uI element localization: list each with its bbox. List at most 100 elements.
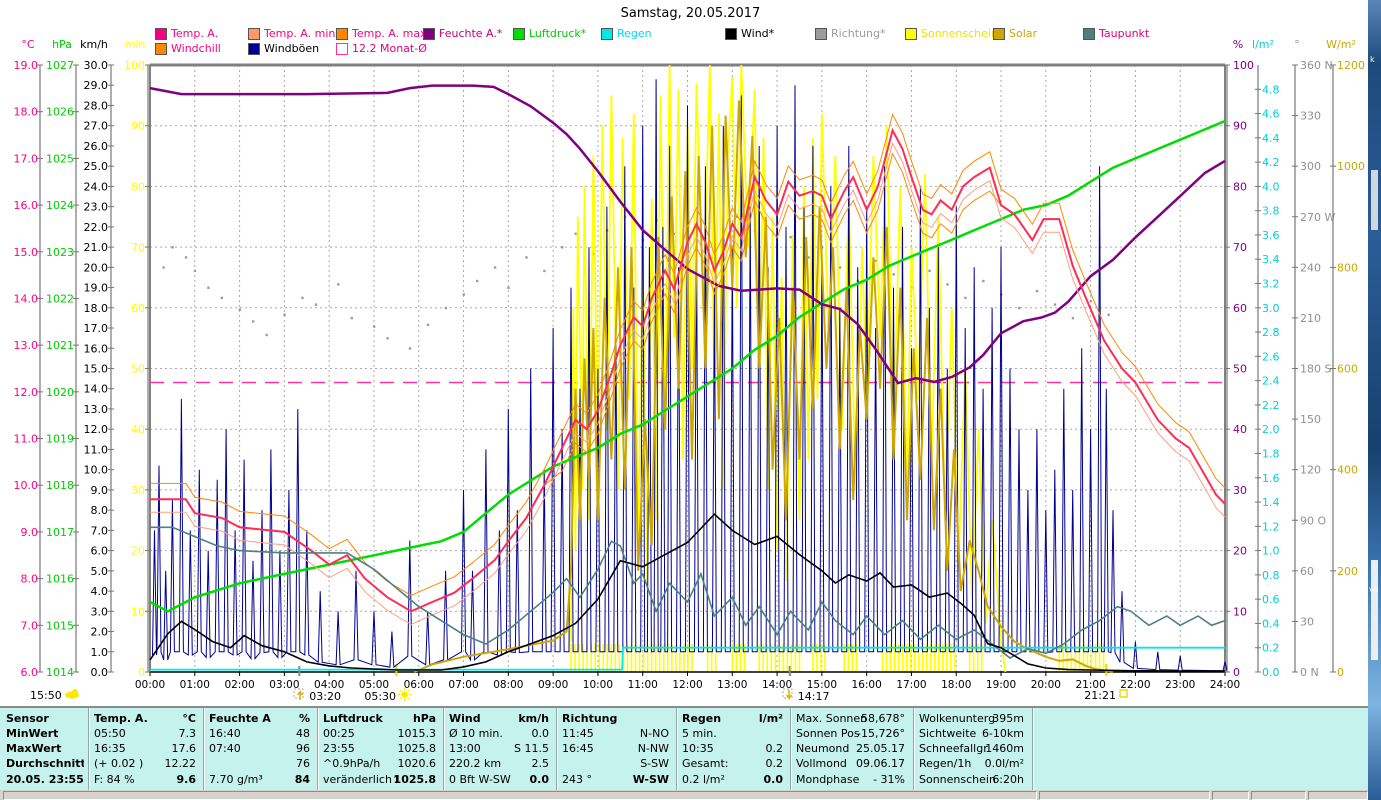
- x-tick-label: 11:00: [628, 679, 658, 691]
- legend-swatch-icon: [1083, 27, 1095, 40]
- x-tick-label: 15:00: [807, 679, 837, 691]
- desktop-text-fragment: va: [1369, 585, 1379, 594]
- series-richtung-dot: [493, 266, 497, 269]
- kmh-axis-tick-label: 7.0: [91, 524, 109, 537]
- legend-item-wind[interactable]: Wind*: [725, 27, 774, 40]
- table-separator: [203, 708, 205, 792]
- liter-axis-tick-label: 4.0: [1262, 180, 1280, 193]
- table-cell-value: S 11.5: [514, 742, 549, 755]
- legend-item-sonnenschein[interactable]: Sonnenschein: [905, 27, 998, 40]
- wm2-axis-tick-label: 1000: [1337, 160, 1365, 173]
- legend-item-temp-a-max[interactable]: Temp. A. max: [336, 27, 427, 40]
- x-tick-label: 24:00: [1210, 679, 1240, 691]
- celsius-axis-tick-label: 19.0: [14, 59, 39, 72]
- celsius-axis-tick-label: 8.0: [21, 573, 39, 586]
- scrollbar-fragment[interactable]: [1371, 560, 1378, 660]
- table-astro-value: 25.05.17: [856, 742, 905, 755]
- legend-item-12-2-monat[interactable]: 12.2 Monat-Ø: [336, 42, 427, 55]
- liter-axis-tick-label: 0.0: [1262, 666, 1280, 679]
- percent-axis-tick-label: 80: [1233, 180, 1247, 193]
- hpa-axis-tick-label: 1021: [46, 339, 74, 352]
- legend-item-temp-a[interactable]: Temp. A.: [155, 27, 218, 40]
- min-axis-tick-label: 80: [131, 180, 145, 193]
- kmh-axis-tick-label: 24.0: [84, 180, 109, 193]
- series-richtung-dot: [408, 347, 412, 350]
- series-richtung-dot: [1107, 313, 1110, 316]
- degree-axis-tick-label: 300: [1300, 160, 1321, 173]
- legend-item-luftdruck[interactable]: Luftdruck*: [513, 27, 586, 40]
- x-tick-label: 18:00: [941, 679, 971, 691]
- series-richtung-dot: [525, 256, 528, 259]
- x-tick-label: 03:00: [269, 679, 299, 691]
- degree-axis-tick-label: 30: [1300, 615, 1314, 628]
- series-richtung-dot: [507, 286, 510, 289]
- col-unit: %: [298, 712, 310, 725]
- table-cell-value: 0.0: [763, 773, 784, 786]
- series-richtung-dot: [426, 323, 430, 327]
- table-info-value: 6-10km: [981, 727, 1024, 740]
- kmh-axis-tick-label: 23.0: [84, 201, 109, 214]
- x-tick-label: 22:00: [1120, 679, 1150, 691]
- series-richtung-dot: [838, 266, 842, 269]
- table-astro-label: Mondphase: [796, 773, 860, 786]
- table-cell-value: N-NW: [637, 742, 669, 755]
- liter-axis-tick-label: 1.0: [1262, 545, 1280, 558]
- legend-label: Feuchte A.*: [439, 27, 503, 40]
- celsius-axis-tick-label: 12.0: [14, 386, 39, 399]
- percent-axis-tick-label: 40: [1233, 423, 1247, 436]
- liter-axis-tick-label: 0.8: [1262, 569, 1280, 582]
- kmh-axis-tick-label: 3.0: [91, 605, 109, 618]
- table-astro-label: Max. Sonnen: [796, 712, 868, 725]
- page-title: Samstag, 20.05.2017: [620, 6, 761, 21]
- kmh-axis-tick-label: 22.0: [84, 221, 109, 234]
- sunrise-time: 05:30: [364, 688, 412, 704]
- series-richtung-dot: [265, 333, 268, 337]
- x-tick-label: 07:00: [448, 679, 478, 691]
- legend-item-richtung[interactable]: Richtung*: [815, 27, 885, 40]
- hpa-axis-tick-label: 1020: [46, 386, 74, 399]
- kmh-axis-tick-label: 14.0: [84, 383, 109, 396]
- table-info-value: 1460m: [985, 742, 1024, 755]
- series-richtung-dot: [928, 269, 931, 273]
- liter-axis-tick-label: 4.8: [1262, 83, 1280, 96]
- series-richtung-dot: [372, 325, 376, 328]
- legend-item-regen[interactable]: Regen: [601, 27, 652, 40]
- kmh-axis-tick-label: 30.0: [84, 59, 109, 72]
- table-astro-label: Neumond: [796, 742, 850, 755]
- legend-item-windchill[interactable]: Windchill: [155, 42, 221, 55]
- desktop-text-fragment: k: [1370, 55, 1375, 64]
- series-solar: [413, 100, 1114, 673]
- legend-swatch-icon: [601, 27, 613, 40]
- x-tick-label: 01:00: [180, 679, 210, 691]
- scrollbar-fragment[interactable]: [1371, 170, 1378, 230]
- x-tick-label: 05:00: [359, 679, 389, 691]
- series-richtung-dot: [1017, 306, 1021, 310]
- legend-item-temp-a-min[interactable]: Temp. A. min: [248, 27, 335, 40]
- celsius-axis-tick-label: 18.0: [14, 106, 39, 119]
- status-segment: [1251, 791, 1306, 800]
- liter-axis-tick-label: 3.6: [1262, 229, 1280, 242]
- celsius-axis-tick-label: 16.0: [14, 199, 39, 212]
- legend-item-solar[interactable]: Solar: [993, 27, 1037, 40]
- degree-axis-tick-label: 60: [1300, 565, 1314, 578]
- liter-axis-tick-label: 2.6: [1262, 350, 1280, 363]
- legend-item-feuchte-a[interactable]: Feuchte A.*: [423, 27, 502, 40]
- legend-item-windb-en[interactable]: Windböen: [248, 42, 319, 55]
- table-separator: [88, 708, 90, 792]
- x-tick-label: 21:00: [1075, 679, 1105, 691]
- status-segment: [1039, 791, 1210, 800]
- kmh-axis-tick-label: 4.0: [91, 585, 109, 598]
- x-tick-label: 14:00: [762, 679, 792, 691]
- table-cell-time: 0 Bft W-SW: [449, 773, 511, 786]
- kmh-axis-tick-label: 16.0: [84, 342, 109, 355]
- series-richtung-dot: [193, 269, 197, 273]
- legend-item-taupunkt[interactable]: Taupunkt: [1083, 27, 1149, 40]
- table-cell-value: 1025.8: [393, 773, 436, 786]
- kmh-axis-tick-label: 20.0: [84, 261, 109, 274]
- table-separator: [790, 708, 792, 792]
- sunrise-time-label: 05:30: [364, 689, 397, 703]
- wm2-axis-tick-label: 400: [1337, 464, 1358, 477]
- table-cell-time: Gesamt:: [682, 757, 729, 770]
- kmh-axis-tick-label: 6.0: [91, 545, 109, 558]
- series-richtung-dot: [301, 296, 304, 300]
